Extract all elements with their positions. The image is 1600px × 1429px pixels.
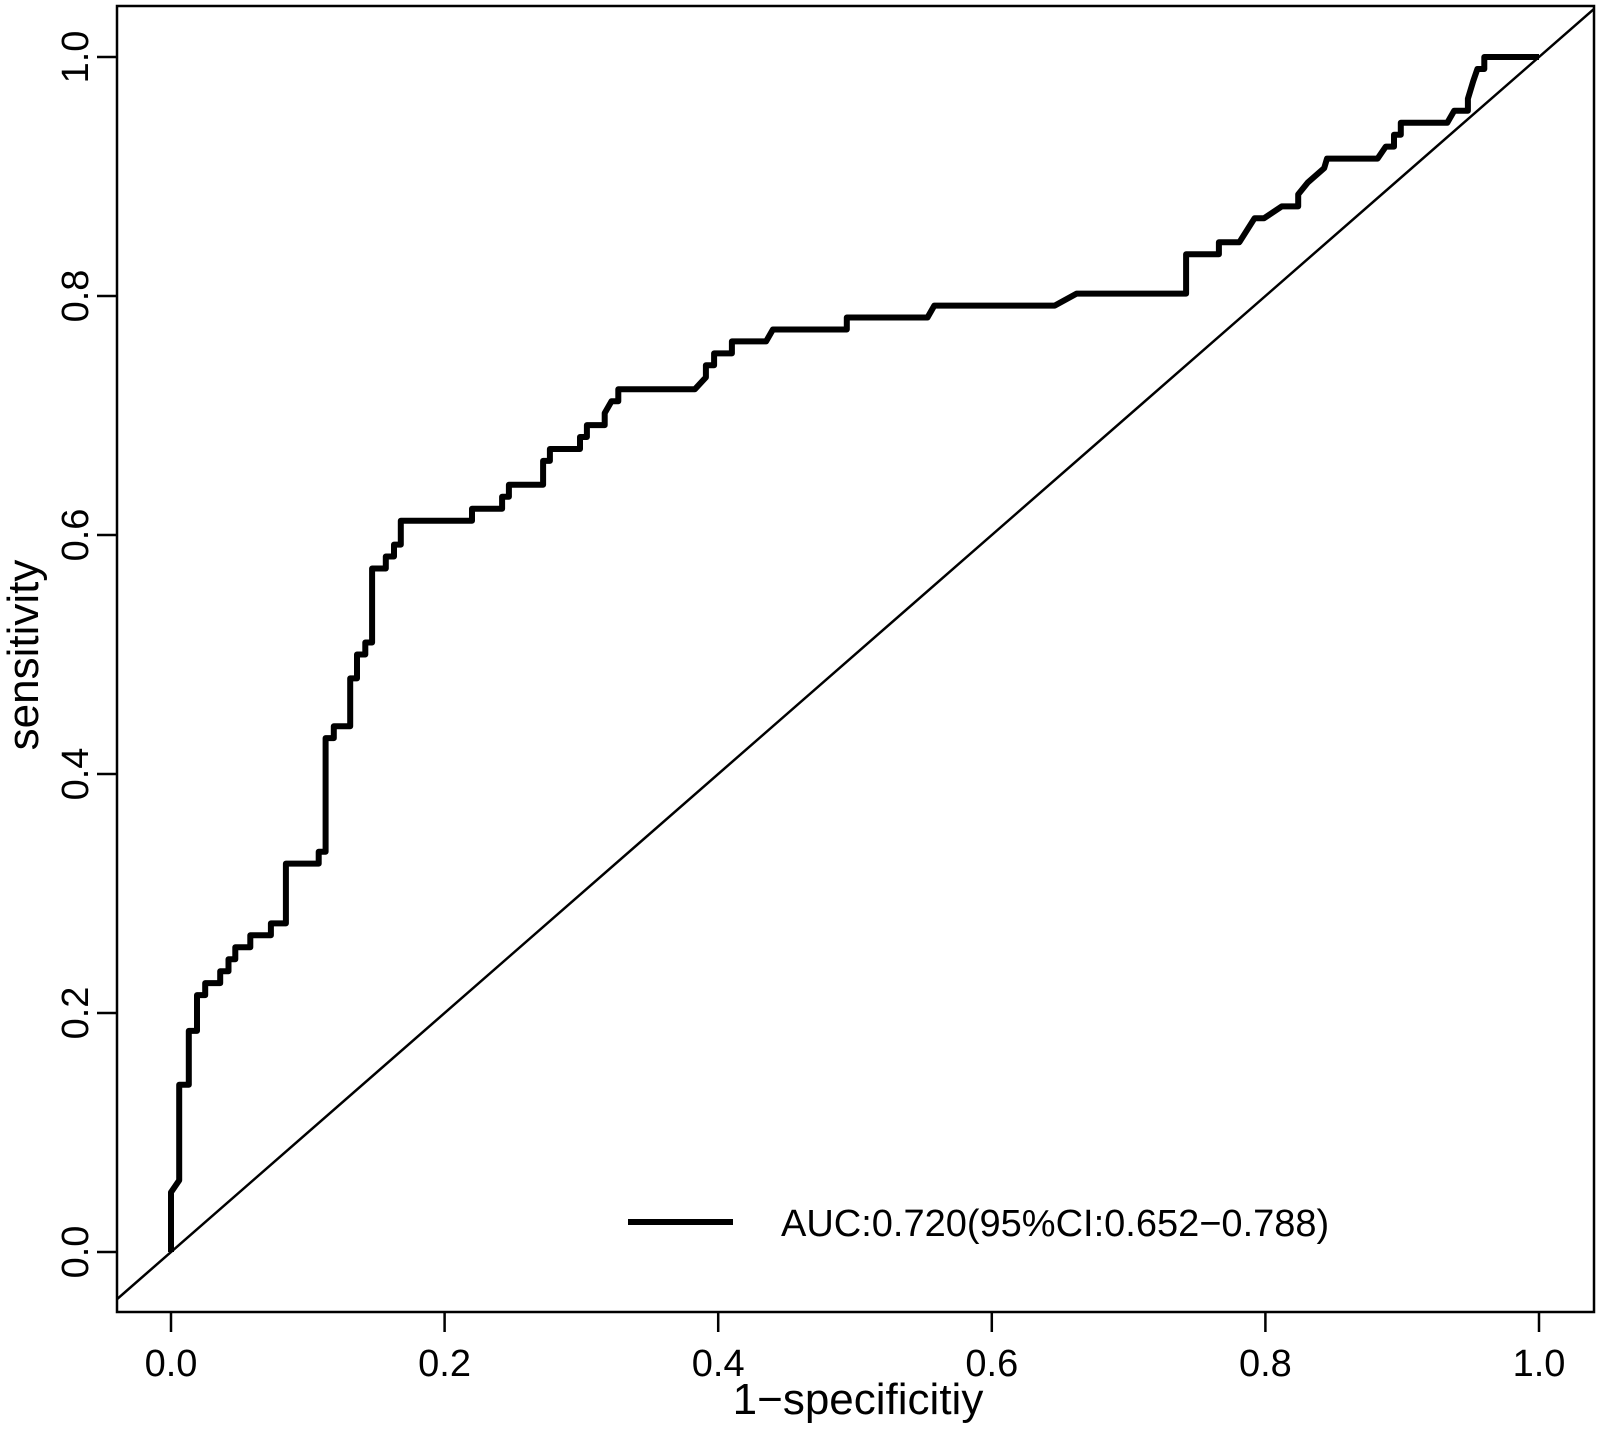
legend-label: AUC:0.720(95%CI:0.652−0.788)	[781, 1203, 1329, 1245]
roc-curve	[168, 54, 1539, 1252]
x-tick-label: 0.0	[145, 1343, 198, 1385]
y-tick-label: 1.0	[55, 31, 97, 84]
y-tick-label: 0.2	[55, 987, 97, 1040]
roc-series-line	[168, 54, 1539, 1252]
x-tick-label: 0.6	[965, 1343, 1018, 1385]
plot-frame	[115, 4, 1596, 1314]
x-tick-label: 0.2	[418, 1343, 471, 1385]
y-tick-label: 0.4	[55, 748, 97, 801]
x-tick-label: 0.8	[1239, 1343, 1292, 1385]
x-axis-label: 1−specificitiy	[733, 1375, 984, 1424]
x-tick-label: 0.4	[692, 1343, 745, 1385]
y-tick-label: 0.6	[55, 509, 97, 562]
legend: AUC:0.720(95%CI:0.652−0.788)	[628, 1203, 1329, 1245]
x-axis: 0.0 0.2 0.4 0.6 0.8 1.0	[145, 1312, 1566, 1385]
x-tick-label: 1.0	[1513, 1343, 1566, 1385]
reference-line	[116, 8, 1595, 1301]
y-tick-label: 0.8	[55, 270, 97, 323]
y-axis-label: sensitivity	[0, 560, 48, 751]
y-axis: 0.0 0.2 0.4 0.6 0.8 1.0	[55, 31, 117, 1279]
reference-diagonal	[116, 8, 1595, 1301]
y-tick-label: 0.0	[55, 1226, 97, 1279]
